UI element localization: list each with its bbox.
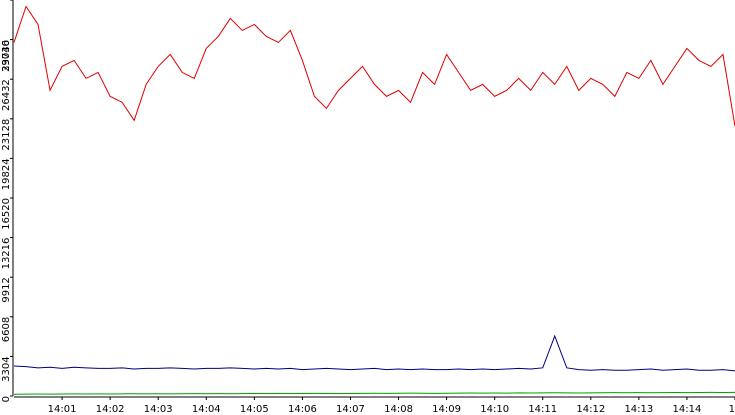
x-tick-label: 14:01 (48, 404, 77, 415)
series-line (13, 334, 735, 372)
x-tick-label: 14:05 (240, 404, 269, 415)
x-tick-label: 14 (729, 404, 735, 415)
y-tick-label: 3304 (1, 356, 12, 381)
x-tick-label: 14:08 (384, 404, 413, 415)
y-tick-label: 13216 (1, 238, 12, 270)
y-tick-label: 0 (1, 396, 12, 402)
y-tick-label: 23128 (1, 119, 12, 151)
y-tick-label: 33040 (1, 40, 12, 72)
x-tick-label: 14:03 (144, 404, 173, 415)
x-tick-label: 14:09 (432, 404, 461, 415)
y-tick-label: 29736 (1, 40, 12, 72)
series-line (13, 391, 735, 395)
y-tick-label: 6608 (1, 317, 12, 342)
series-line (13, 5, 735, 127)
y-tick-label: 19824 (1, 158, 12, 190)
x-tick-label: 14:02 (96, 404, 125, 415)
x-tick-label: 14:13 (624, 404, 653, 415)
y-tick-label: 26432 (1, 79, 12, 111)
x-tick-label: 14:14 (673, 404, 702, 415)
x-tick-label: 14:06 (288, 404, 317, 415)
x-tick-label: 14:10 (480, 404, 509, 415)
y-tick-label: 9912 (1, 277, 12, 302)
x-tick-label: 14:07 (336, 404, 365, 415)
y-tick-label: 16520 (1, 198, 12, 230)
x-tick-label: 14:04 (192, 404, 221, 415)
x-tick-label: 14:11 (528, 404, 557, 415)
x-tick-label: 14:12 (576, 404, 605, 415)
